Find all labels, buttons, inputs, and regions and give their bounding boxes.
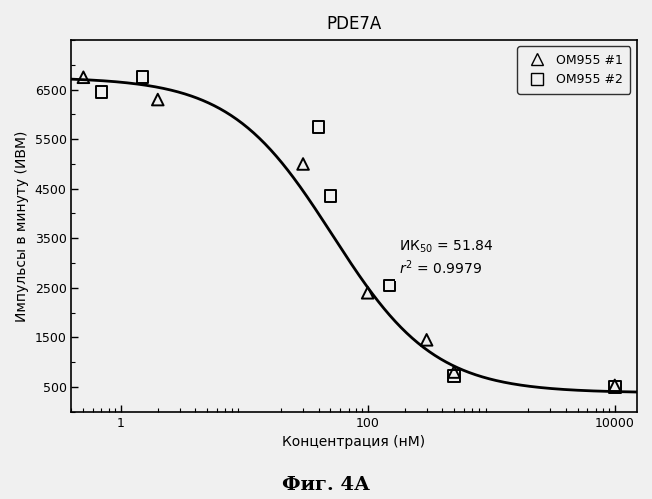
Text: Фиг. 4А: Фиг. 4А [282,476,370,494]
Point [298,160,308,168]
Point [449,368,459,376]
Point [325,192,336,200]
Legend: ОМ955 #1, ОМ955 #2: ОМ955 #1, ОМ955 #2 [517,46,630,94]
Point [153,96,163,104]
Point [137,73,147,81]
Point [363,289,373,297]
Point [610,381,620,389]
Point [421,336,432,344]
Text: ИК$_{50}$ = 51.84
$r^2$ = 0.9979: ИК$_{50}$ = 51.84 $r^2$ = 0.9979 [399,239,494,277]
Y-axis label: Импульсы в минуту (ИВМ): Импульсы в минуту (ИВМ) [15,130,29,321]
Title: PDE7A: PDE7A [327,15,381,33]
Point [78,73,89,81]
Point [314,123,324,131]
Point [96,88,107,96]
Point [449,372,459,380]
Point [384,281,394,289]
Point [610,383,620,391]
X-axis label: Концентрация (нМ): Концентрация (нМ) [282,435,426,449]
